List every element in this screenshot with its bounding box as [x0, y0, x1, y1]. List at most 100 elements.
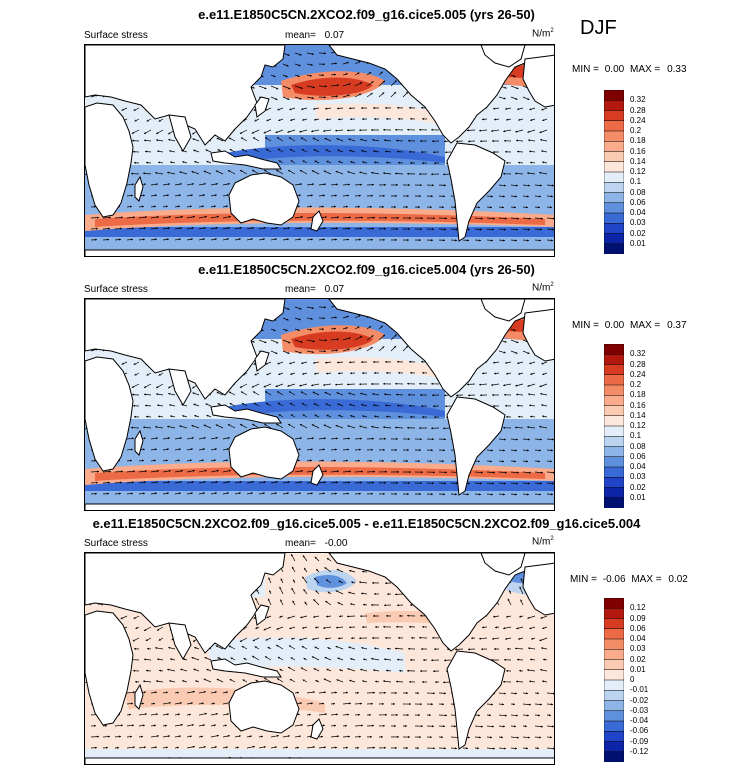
stress-vector-head: [480, 217, 483, 220]
stress-vector-head: [131, 724, 134, 727]
stress-vector-head: [407, 492, 409, 496]
stress-vector-head: [323, 437, 326, 440]
stress-vector-head: [493, 150, 495, 154]
stress-vector-head: [384, 139, 387, 142]
stress-vector-head: [539, 639, 542, 642]
contour-region-3: [85, 399, 554, 491]
stress-vector-head: [203, 436, 206, 440]
stress-vector-head: [528, 471, 531, 474]
stress-vector-head: [275, 227, 278, 230]
stress-vector-head: [384, 658, 387, 661]
madagascar-land: [134, 175, 144, 202]
stress-vector-head: [344, 724, 347, 727]
colorbar-tick-label: -0.06: [630, 726, 649, 736]
stress-vector-head: [203, 745, 206, 749]
stress-vector-head: [201, 205, 204, 208]
stress-vector-head: [216, 137, 219, 140]
stress-vector-head: [492, 747, 495, 750]
stress-vector-head: [520, 578, 523, 581]
stress-vector-head: [420, 703, 422, 706]
stress-vector-head: [360, 216, 363, 219]
stress-vector-head: [155, 481, 158, 484]
panel-3-map-svg: [85, 553, 554, 764]
stress-vector-head: [194, 414, 197, 417]
stress-vector-head: [326, 668, 329, 671]
stress-vector-head: [492, 139, 494, 143]
stress-vector-head: [371, 238, 373, 241]
stress-vector-head: [228, 215, 231, 218]
stress-vector-head: [107, 481, 110, 484]
stress-vector-head: [322, 448, 325, 451]
stress-vector-head: [371, 492, 373, 495]
stress-vector-head: [481, 648, 483, 651]
stress-vector-head: [375, 625, 377, 629]
stress-vector-head: [314, 414, 317, 417]
stress-vector-head: [515, 384, 518, 387]
stress-vector-head: [325, 149, 328, 152]
stress-vector-head: [420, 228, 422, 231]
stress-vector-head: [529, 627, 532, 630]
stress-vector-head: [326, 118, 329, 121]
stress-vector-head: [168, 701, 171, 705]
contour-region-10: [315, 357, 445, 379]
madagascar-land: [134, 429, 144, 456]
stress-vector-head: [165, 459, 168, 462]
stress-vector-head: [275, 97, 278, 100]
stress-vector-head: [419, 736, 421, 739]
stress-vector-head: [372, 227, 374, 230]
stress-vector-head: [503, 130, 506, 133]
stress-vector-head: [238, 238, 241, 241]
stress-vector-head: [421, 360, 423, 363]
stress-vector-head: [144, 393, 147, 396]
colorbar-swatch: [604, 354, 624, 366]
stress-vector-head: [494, 372, 497, 375]
stress-vector-head: [251, 385, 254, 388]
stress-vector-head: [169, 150, 172, 153]
stress-vector-head: [384, 481, 386, 484]
stress-vector-head: [359, 171, 362, 174]
stress-vector-head: [299, 437, 302, 440]
stress-vector-head: [225, 459, 228, 462]
stress-vector-head: [541, 362, 544, 365]
stress-vector-head: [383, 172, 386, 175]
colorbar-tick-label: 0.32: [630, 95, 646, 105]
panel-1-colorbar: 0.32 0.28 0.24 0.2 0.18 0.16 0.14 0.12 0.1 0.08 0.…: [604, 90, 646, 254]
stress-vector-head: [132, 639, 135, 642]
stress-vector-head: [397, 735, 399, 738]
stress-vector-head: [303, 589, 306, 592]
colorbar-swatch: [604, 233, 624, 245]
stress-vector-head: [382, 459, 384, 462]
stress-vector-head: [519, 586, 522, 589]
stress-vector-head: [326, 615, 329, 618]
stress-vector-head: [299, 351, 302, 354]
stress-vector-head: [322, 74, 324, 77]
stress-vector-head: [359, 227, 362, 230]
stress-vector-head: [334, 316, 337, 319]
stress-vector-head: [202, 238, 205, 241]
stress-vector-head: [274, 492, 277, 495]
stress-vector-head: [336, 84, 339, 87]
stress-vector-head: [274, 238, 277, 241]
stress-vector-head: [444, 217, 447, 220]
stress-vector-head: [382, 702, 384, 705]
stress-vector-head: [347, 735, 350, 738]
stress-vector-head: [264, 341, 267, 344]
stress-vector-head: [396, 713, 398, 716]
stress-vector-head: [312, 746, 315, 749]
stress-vector-head: [419, 195, 421, 198]
stress-vector-head: [362, 570, 365, 573]
stress-vector-head: [395, 128, 397, 131]
stress-vector-head: [348, 646, 351, 649]
stress-vector-head: [494, 647, 496, 651]
stress-vector-head: [540, 217, 543, 220]
stress-vector-head: [529, 404, 532, 407]
stress-vector-head: [479, 228, 482, 231]
stress-vector-head: [131, 481, 134, 484]
stress-vector-head: [299, 227, 302, 230]
stress-vector-head: [324, 567, 327, 570]
stress-vector-head: [539, 228, 542, 231]
stress-vector-head: [290, 657, 293, 660]
colorbar-tick-label: 0.28: [630, 359, 646, 369]
stress-vector-head: [166, 194, 169, 197]
stress-vector-head: [203, 170, 206, 173]
